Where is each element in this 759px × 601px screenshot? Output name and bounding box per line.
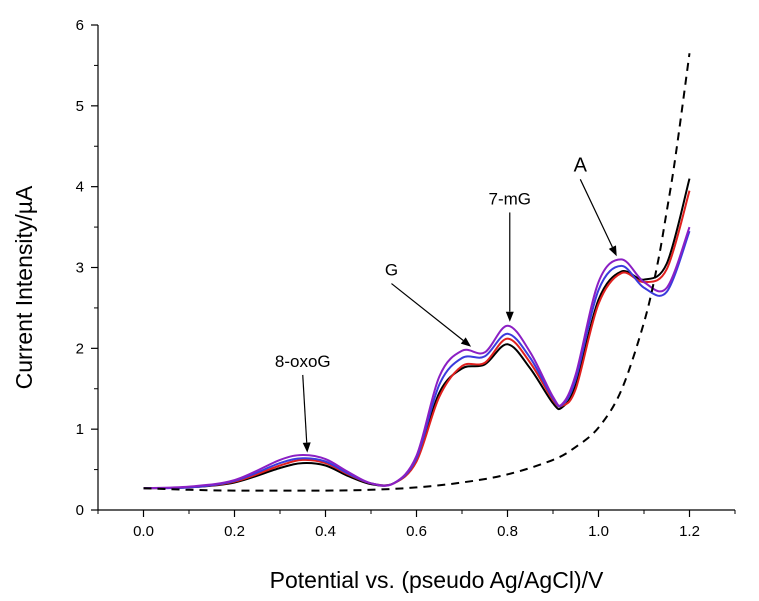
annotation-label: 8-oxoG <box>275 352 331 371</box>
x-axis-title: Potential vs. (pseudo Ag/AgCl)/V <box>270 567 604 593</box>
annotation-label: 7-mG <box>489 189 532 208</box>
annotation-arrowhead <box>608 245 617 257</box>
y-tick-label: 3 <box>76 260 84 277</box>
y-tick-label: 5 <box>76 98 84 115</box>
x-tick-label: 0.4 <box>315 523 336 540</box>
series-layer <box>143 53 691 492</box>
plot-frame <box>97 25 735 511</box>
axis-ticks: 0.0 0.2 0.4 0.6 0.8 1.0 1.2 0 1 2 3 4 5 6 <box>76 17 736 540</box>
series-line-2 <box>143 190 691 490</box>
x-tick-label: 1.2 <box>679 523 700 540</box>
x-tick-label: 0.8 <box>497 523 518 540</box>
x-tick-label: 0.0 <box>133 523 154 540</box>
annotation-label: G <box>385 261 398 280</box>
annotation-label: A <box>574 154 588 176</box>
annotation-layer: 8-oxoG G 7-mG A <box>275 154 617 453</box>
y-tick-label: 1 <box>76 421 84 438</box>
y-tick-label: 2 <box>76 340 84 357</box>
annotation-arrow-line <box>302 374 308 443</box>
x-tick-label: 0.6 <box>406 523 427 540</box>
annotation-arrowhead <box>302 442 311 453</box>
annotation-arrowhead <box>460 337 472 347</box>
series-line-4 <box>143 226 691 490</box>
series-line-dashed <box>143 53 691 492</box>
y-tick-label: 0 <box>76 502 84 519</box>
x-tick-label: 0.2 <box>224 523 245 540</box>
y-tick-label: 6 <box>76 17 84 34</box>
annotation-arrow-line <box>579 179 613 248</box>
series-line-1 <box>143 178 691 490</box>
annotation-arrow-line <box>391 283 464 341</box>
annotation-arrowhead <box>505 311 514 322</box>
y-axis-title: Current Intensity/µA <box>11 185 37 389</box>
y-tick-label: 4 <box>76 179 84 196</box>
series-line-3 <box>143 230 691 490</box>
x-tick-label: 1.0 <box>588 523 609 540</box>
